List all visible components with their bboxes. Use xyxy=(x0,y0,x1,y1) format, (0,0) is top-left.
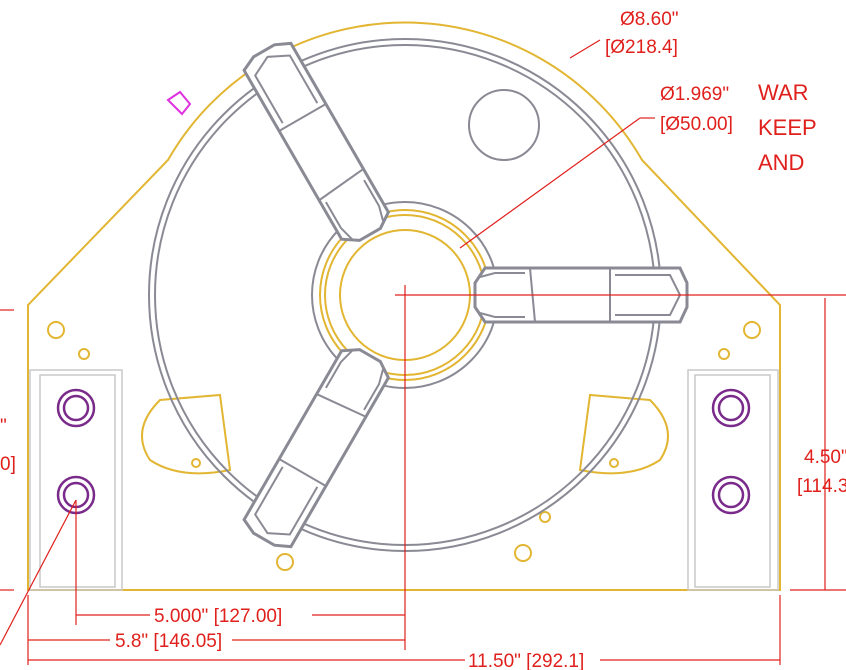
left-dim-inch: " xyxy=(0,416,7,437)
bolts xyxy=(58,390,749,513)
warning-line: KEEP xyxy=(758,115,817,140)
bore-dia-mm: [Ø50.00] xyxy=(660,114,733,135)
mount-lobe xyxy=(142,395,230,473)
center-offset: 5.8" [146.05] xyxy=(115,631,222,652)
mount-lobe xyxy=(580,395,668,473)
warning-line: AND xyxy=(758,150,804,175)
bore-dia-inch: Ø1.969" xyxy=(660,84,729,105)
height-inch: 4.50" xyxy=(804,447,846,468)
side-block xyxy=(40,375,115,587)
jaw xyxy=(241,342,394,553)
outer-dia-inch: Ø8.60" xyxy=(620,9,679,30)
warning-line: WAR xyxy=(758,80,809,105)
jaw xyxy=(241,37,394,248)
left-dim-mm: 0] xyxy=(0,454,16,475)
outer-dia-mm: [Ø218.4] xyxy=(605,37,678,58)
side-block xyxy=(695,375,770,587)
key-hole xyxy=(469,90,539,160)
height-mm: [114.3 xyxy=(797,476,846,497)
overall-width: 11.50" [292.1] xyxy=(468,651,584,670)
grease-fitting xyxy=(168,92,190,114)
drawing: Ø8.60" [Ø218.4] Ø1.969" [Ø50.00] WAR KEE… xyxy=(0,0,846,670)
bolt-offset: 5.000" [127.00] xyxy=(154,606,282,627)
side-block xyxy=(688,370,778,590)
